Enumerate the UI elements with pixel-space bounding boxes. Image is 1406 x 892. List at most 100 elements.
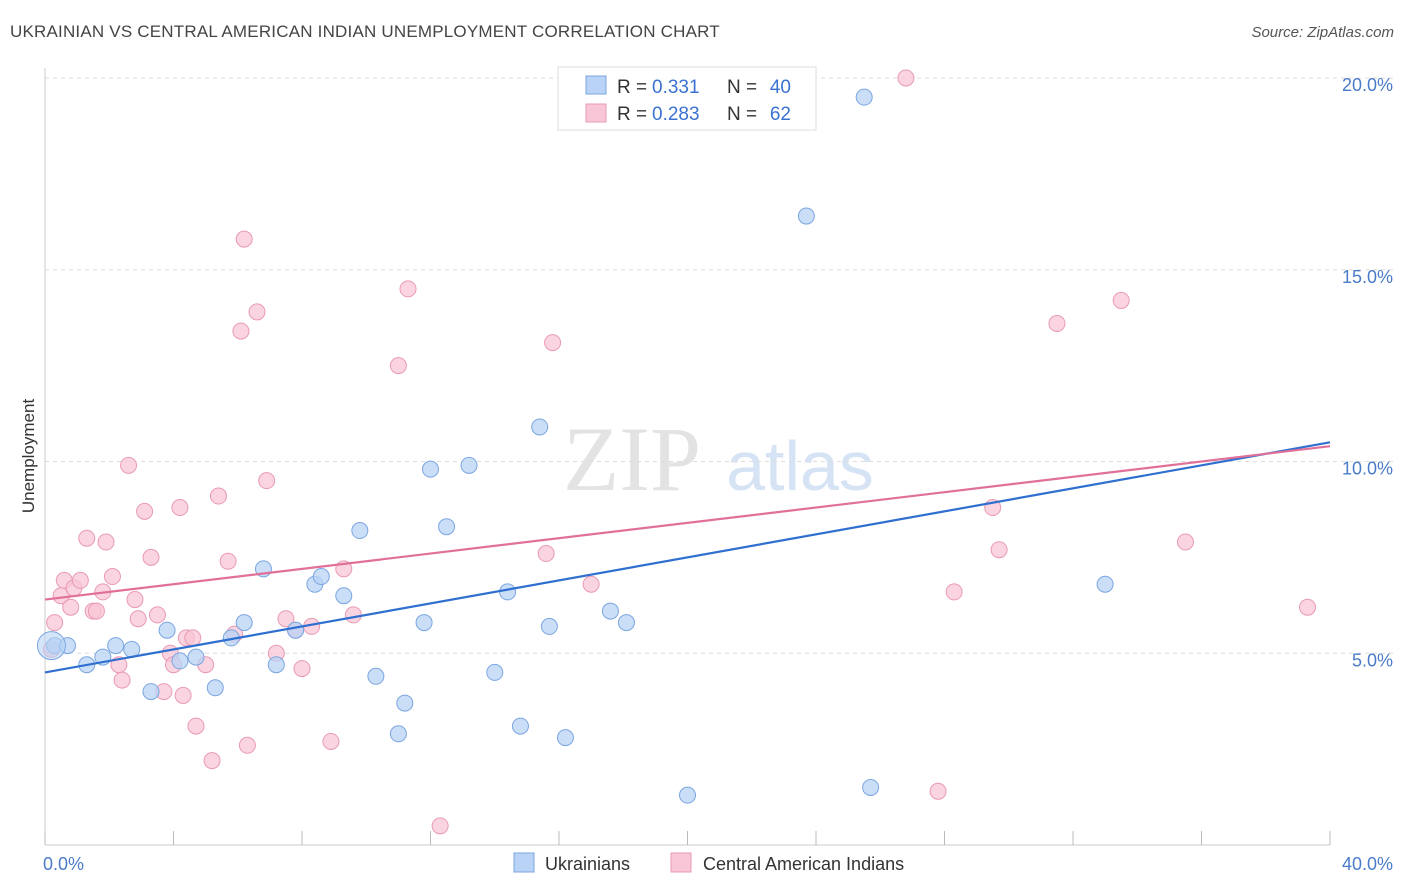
legend-n-value: 62 <box>770 104 791 125</box>
central-american-indians-point <box>209 487 227 505</box>
ukrainians-point <box>460 456 478 474</box>
central-american-indians-point <box>97 533 115 551</box>
ukrainians-point <box>171 652 189 670</box>
central-american-indians-point <box>897 69 915 87</box>
y-axis-title: Unemployment <box>19 399 38 514</box>
ukrainians-point <box>486 663 504 681</box>
central-american-indians-point <box>136 502 154 520</box>
legend-swatch-ukrainians <box>585 75 607 95</box>
ukrainians-point <box>679 786 696 804</box>
y-tick-label: 20.0% <box>1342 75 1393 95</box>
central-american-indians-point <box>219 552 237 570</box>
ukrainians-point <box>617 614 635 632</box>
ukrainians-points <box>36 88 1114 804</box>
ukrainians-point <box>1096 575 1114 593</box>
central-american-indians-point <box>990 541 1008 559</box>
ukrainians-point <box>396 694 414 712</box>
bottom-legend-label-ukrainians: Ukrainians <box>545 854 630 874</box>
ukrainians-point <box>531 418 549 436</box>
central-american-indians-point <box>277 610 295 628</box>
central-american-indians-point <box>126 591 144 609</box>
central-american-indians-point <box>148 606 166 624</box>
ukrainians-point <box>335 587 353 605</box>
watermark-zip: ZIP <box>563 408 701 510</box>
ukrainians-point <box>389 725 407 743</box>
ukrainians-point <box>601 602 619 620</box>
central-american-indians-point <box>1176 533 1194 551</box>
central-american-indians-point <box>582 575 600 593</box>
central-american-indians-point <box>103 568 121 586</box>
central-american-indians-point <box>78 529 96 547</box>
chart-title: UKRAINIAN VS CENTRAL AMERICAN INDIAN UNE… <box>10 22 720 41</box>
ukrainians-point <box>351 522 369 540</box>
bottom-legend-label-central-american-indians: Central American Indians <box>703 854 904 874</box>
central-american-indians-point <box>1048 314 1066 332</box>
ukrainians-point <box>511 717 529 735</box>
central-american-indians-point <box>544 334 562 352</box>
central-american-indians-point <box>248 303 266 321</box>
central-american-indians-point <box>322 732 340 750</box>
trend-lines <box>44 441 1331 674</box>
source-credit: Source: ZipAtlas.com <box>1251 24 1394 41</box>
y-tick-label: 15.0% <box>1342 267 1393 287</box>
ukrainians-point <box>556 729 574 747</box>
axes <box>44 68 1331 846</box>
grid-lines <box>45 77 1395 654</box>
central-american-indians-point <box>71 571 89 589</box>
x-tick-label-min: 0.0% <box>43 854 84 874</box>
ukrainians-point <box>107 637 125 655</box>
ukrainians-point <box>187 648 205 666</box>
legend-n-label: N = <box>727 104 757 125</box>
y-tick-labels: 5.0% 10.0% 15.0% 20.0% <box>1342 75 1393 670</box>
ukrainians-point <box>422 460 439 478</box>
bottom-legend-swatch-ukrainians <box>513 852 535 873</box>
central-american-indians-point <box>389 357 407 375</box>
bottom-legend: Ukrainians Central American Indians <box>513 852 904 874</box>
legend: R = 0.331 N = 40 R = 0.283 N = 62 <box>557 66 817 131</box>
ukrainians-point <box>438 518 456 536</box>
central-american-indians-point <box>235 230 253 248</box>
central-american-indians-point <box>184 629 202 647</box>
ukrainians-point <box>287 621 305 639</box>
central-american-indians-point <box>62 598 80 616</box>
legend-n-value: 40 <box>770 77 791 98</box>
central-american-indians-point <box>232 322 250 340</box>
central-american-indians-trend-line <box>44 445 1331 601</box>
ukrainians-point <box>415 614 433 632</box>
central-american-indians-point <box>945 583 963 601</box>
central-american-indians-point <box>258 472 276 490</box>
central-american-indians-point <box>238 736 256 754</box>
central-american-indians-point <box>174 686 192 704</box>
central-american-indians-point <box>431 817 449 835</box>
central-american-indians-point <box>120 456 138 474</box>
central-american-indians-point <box>87 602 105 620</box>
ukrainians-point <box>312 568 330 586</box>
legend-r-value: 0.331 <box>652 77 700 98</box>
central-american-indians-point <box>187 717 205 735</box>
ukrainians-point <box>797 207 815 225</box>
ukrainians-point <box>206 679 224 697</box>
ukrainians-point-cluster <box>36 631 66 661</box>
y-tick-label: 5.0% <box>1352 650 1393 670</box>
central-american-indians-point <box>46 614 64 632</box>
ukrainians-point <box>862 778 880 796</box>
central-american-indians-point <box>293 660 311 678</box>
central-american-indians-point <box>113 671 131 689</box>
legend-r-label: R = <box>617 77 647 98</box>
ukrainians-point <box>855 88 873 106</box>
ukrainians-point <box>142 683 160 701</box>
central-american-indians-point <box>344 606 362 624</box>
legend-n-label: N = <box>727 77 757 98</box>
ukrainians-trend-line <box>44 441 1331 674</box>
ukrainians-point <box>235 614 253 632</box>
legend-r-label: R = <box>617 104 647 125</box>
x-tick-label-max: 40.0% <box>1342 854 1393 874</box>
ukrainians-point <box>158 621 176 639</box>
bottom-legend-swatch-central-american-indians <box>670 852 692 873</box>
y-tick-label: 10.0% <box>1342 459 1393 479</box>
central-american-indians-point <box>203 752 221 770</box>
central-american-indians-point <box>142 548 160 566</box>
central-american-indians-point <box>1112 291 1130 309</box>
central-american-indians-point <box>129 610 147 628</box>
